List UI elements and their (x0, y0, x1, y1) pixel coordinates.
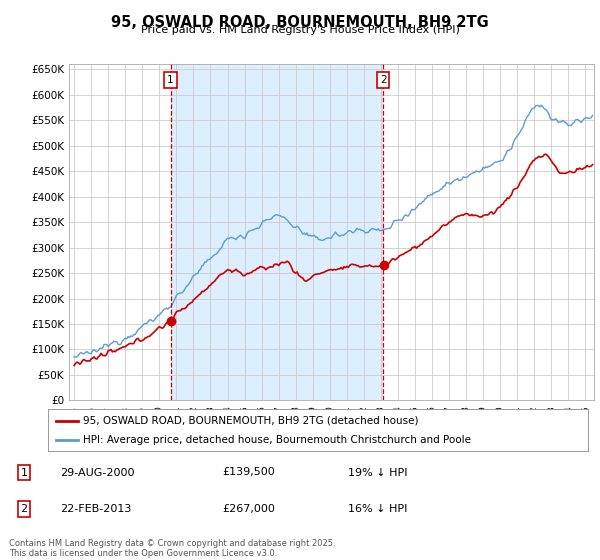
Bar (170, 64, 383, 400)
Text: 19% ↓ HPI: 19% ↓ HPI (348, 468, 407, 478)
Text: 2: 2 (380, 74, 386, 85)
Text: Price paid vs. HM Land Registry's House Price Index (HPI): Price paid vs. HM Land Registry's House … (140, 25, 460, 35)
Text: 95, OSWALD ROAD, BOURNEMOUTH, BH9 2TG (detached house): 95, OSWALD ROAD, BOURNEMOUTH, BH9 2TG (d… (83, 416, 419, 426)
Text: 29-AUG-2000: 29-AUG-2000 (60, 468, 134, 478)
Text: 1: 1 (20, 468, 28, 478)
Text: Contains HM Land Registry data © Crown copyright and database right 2025.
This d: Contains HM Land Registry data © Crown c… (9, 539, 335, 558)
Text: £267,000: £267,000 (222, 504, 275, 514)
Text: 22-FEB-2013: 22-FEB-2013 (60, 504, 131, 514)
Text: 95, OSWALD ROAD, BOURNEMOUTH, BH9 2TG: 95, OSWALD ROAD, BOURNEMOUTH, BH9 2TG (111, 15, 489, 30)
Text: £139,500: £139,500 (222, 468, 275, 478)
Text: 1: 1 (167, 74, 174, 85)
Text: HPI: Average price, detached house, Bournemouth Christchurch and Poole: HPI: Average price, detached house, Bour… (83, 435, 471, 445)
Text: 2: 2 (20, 504, 28, 514)
Text: 16% ↓ HPI: 16% ↓ HPI (348, 504, 407, 514)
